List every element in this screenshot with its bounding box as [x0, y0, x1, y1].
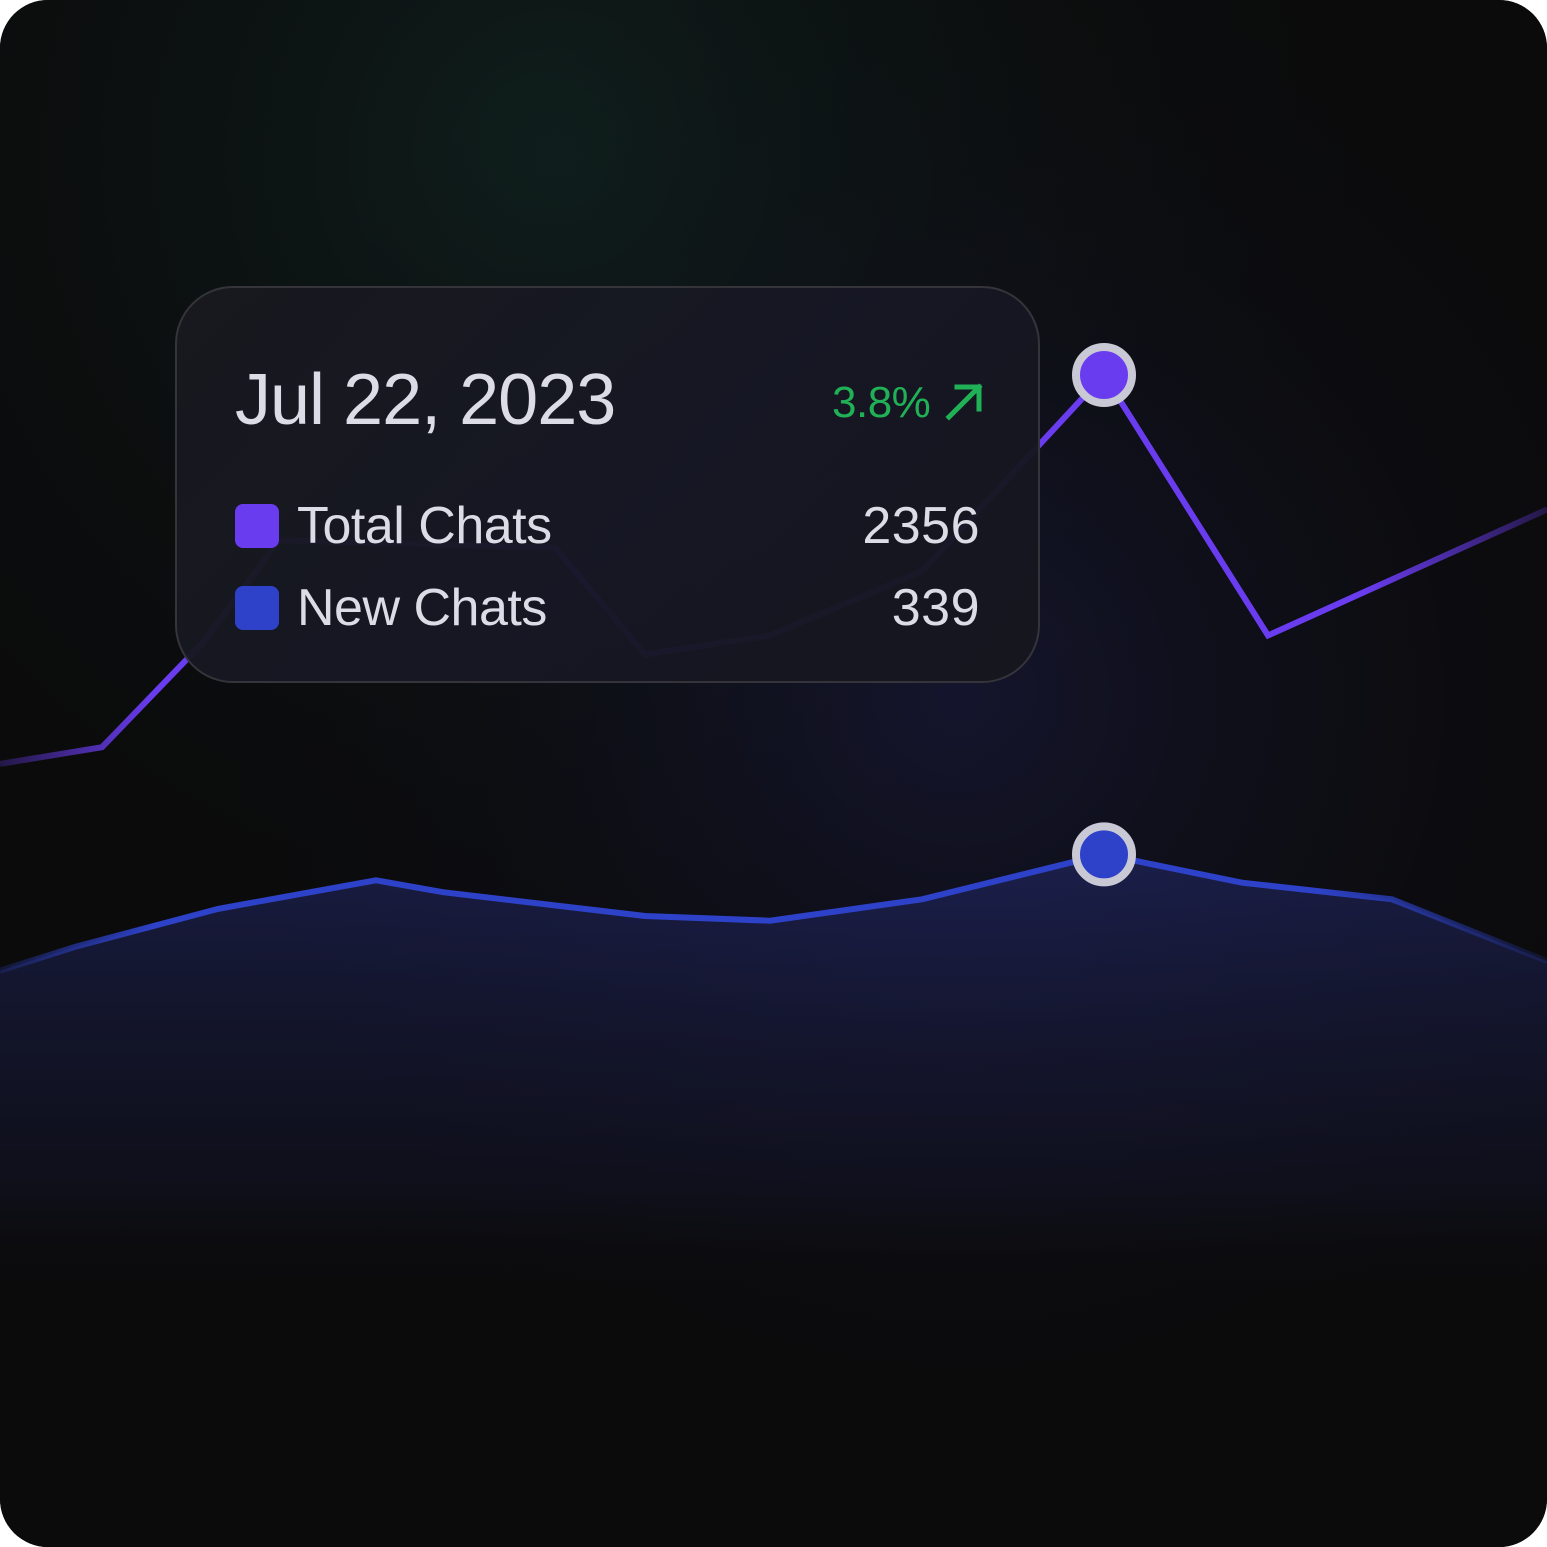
series-line-new-chats — [0, 851, 1547, 974]
new-chats-area — [0, 854, 1547, 1300]
legend-swatch-total-chats — [235, 504, 279, 548]
legend-swatch-new-chats — [235, 586, 279, 630]
tooltip-row-total-chats: Total Chats 2356 — [235, 496, 980, 556]
arrow-up-right-icon — [945, 383, 983, 421]
tooltip-row-new-chats: New Chats 339 — [235, 578, 980, 638]
data-point-new-chats[interactable] — [1072, 822, 1136, 887]
tooltip-change: 3.8% — [832, 378, 931, 427]
chart-tooltip: Jul 22, 2023 3.8% Total Chats 2356 New C… — [175, 286, 1040, 683]
tooltip-row-label: Total Chats — [297, 497, 552, 555]
tooltip-row-value: 2356 — [862, 497, 980, 555]
tooltip-row-label: New Chats — [297, 579, 547, 637]
data-point-total-chats[interactable] — [1072, 343, 1136, 407]
tooltip-row-value: 339 — [891, 579, 980, 637]
tooltip-date: Jul 22, 2023 — [235, 360, 616, 440]
